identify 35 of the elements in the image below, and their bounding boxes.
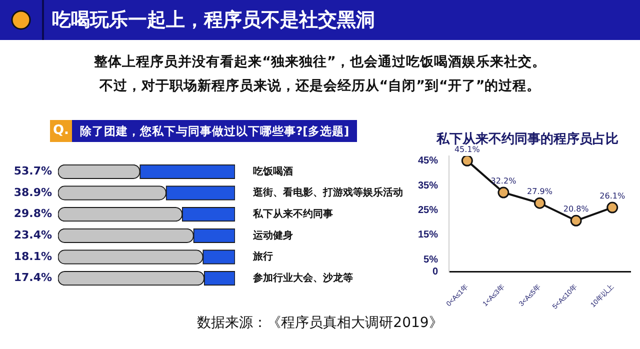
data-label: 26.1% — [600, 192, 626, 201]
data-label: 17.4% — [14, 271, 52, 284]
y-tick-label: 45% — [418, 156, 438, 167]
y-tick-label: 25% — [418, 205, 438, 216]
point — [570, 214, 582, 226]
y-tick-label: 逛街、看电影、打游戏等娱乐活动 — [252, 186, 403, 199]
source-note: 数据来源：《程序员真相大调研2019》 — [196, 314, 444, 332]
y-tick-label: 5% — [424, 254, 438, 266]
text: 除了团建，您私下与同事做过以下哪些事?[多选题] — [72, 120, 358, 142]
y-tick-label: 参加行业大会、沙龙等 — [252, 272, 353, 284]
y-tick-label: 私下从来不约同事 — [252, 208, 333, 220]
data-label: 38.9% — [14, 186, 52, 199]
data-label: 32.2% — [490, 176, 517, 186]
point — [498, 186, 510, 198]
y-tick-label: 吃饭喝酒 — [253, 165, 293, 178]
text: 整体上程序员并没有看起来“独来独往”，也会通过吃饭喝酒娱乐来社交。 — [93, 53, 547, 72]
data-label: 29.8% — [14, 207, 52, 220]
y-tick-label: 15% — [418, 230, 438, 241]
chart-title: 私下从来不约同事的程序员占比 — [435, 130, 620, 147]
data-label: 20.8% — [563, 204, 590, 214]
point — [606, 202, 618, 214]
data-label: 45.1% — [454, 144, 480, 154]
y-tick-label: 0 — [432, 266, 438, 278]
y-tick-label: 运动健身 — [252, 229, 293, 242]
data-label: 27.9% — [527, 187, 553, 196]
text: Q. — [50, 120, 72, 142]
point — [461, 156, 473, 166]
data-label: 18.1% — [14, 250, 52, 263]
y-tick-label: 旅行 — [252, 250, 273, 263]
chart-title: 吃喝玩乐一起上，程序员不是社交黑洞 — [52, 8, 375, 33]
data-label: 53.7% — [14, 164, 52, 178]
y-tick-label: 35% — [418, 180, 438, 192]
point — [534, 197, 546, 209]
text: 不过，对于职场新程序员来说，还是会经历从“自闭”到“开了”的过程。 — [98, 77, 542, 96]
data-label: 23.4% — [14, 228, 52, 242]
